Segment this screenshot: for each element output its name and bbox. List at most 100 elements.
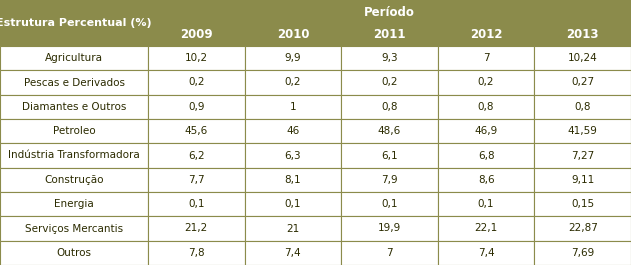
Text: 1: 1 [290,102,296,112]
Text: 2012: 2012 [470,29,502,42]
Text: 6,1: 6,1 [381,151,398,161]
Text: 7,4: 7,4 [478,248,495,258]
Text: 0,15: 0,15 [571,199,594,209]
Text: 10,2: 10,2 [185,53,208,63]
Text: 0,2: 0,2 [381,77,398,87]
Text: 45,6: 45,6 [185,126,208,136]
Text: 7,9: 7,9 [381,175,398,185]
Bar [534,241,631,265]
Text: 22,87: 22,87 [568,223,598,233]
Bar [148,70,245,95]
Text: Pescas e Derivados: Pescas e Derivados [23,77,124,87]
Bar [438,192,534,216]
Text: 46,9: 46,9 [475,126,498,136]
Text: 0,8: 0,8 [381,102,398,112]
Bar [0,192,148,216]
Text: Período: Período [364,6,415,19]
Bar [341,46,438,70]
Text: 8,6: 8,6 [478,175,495,185]
Bar [0,46,148,70]
Text: 0,9: 0,9 [188,102,204,112]
Bar [148,168,245,192]
Bar [0,70,148,95]
Text: Energia: Energia [54,199,94,209]
Bar [341,119,438,143]
Bar [245,46,341,70]
Bar [148,46,245,70]
Text: 2013: 2013 [567,29,599,42]
Text: 0,1: 0,1 [478,199,494,209]
Bar [534,46,631,70]
Bar [148,216,245,241]
Bar [245,24,341,46]
Bar [438,216,534,241]
Bar [245,241,341,265]
Text: 7,7: 7,7 [188,175,204,185]
Text: Indústria Transformadora: Indústria Transformadora [8,151,140,161]
Text: 2009: 2009 [180,29,213,42]
Text: 7: 7 [483,53,490,63]
Bar [341,95,438,119]
Bar [341,143,438,168]
Bar [438,241,534,265]
Text: 0,1: 0,1 [285,199,301,209]
Text: 10,24: 10,24 [568,53,598,63]
Bar [245,95,341,119]
Text: 0,27: 0,27 [571,77,594,87]
Text: 6,3: 6,3 [285,151,301,161]
Text: 7: 7 [386,248,393,258]
Text: 0,2: 0,2 [188,77,204,87]
Bar [0,168,148,192]
Bar [341,70,438,95]
Bar [341,192,438,216]
Bar [438,95,534,119]
Text: Serviços Mercantis: Serviços Mercantis [25,223,123,233]
Bar [0,0,148,46]
Text: 0,2: 0,2 [285,77,301,87]
Bar [0,95,148,119]
Bar [245,143,341,168]
Text: 7,69: 7,69 [571,248,594,258]
Text: Petroleo: Petroleo [52,126,95,136]
Text: 21: 21 [286,223,300,233]
Bar [534,192,631,216]
Bar [148,143,245,168]
Text: 22,1: 22,1 [475,223,498,233]
Text: 46: 46 [286,126,300,136]
Bar [148,24,245,46]
Text: 6,8: 6,8 [478,151,495,161]
Text: 9,9: 9,9 [285,53,301,63]
Bar [148,119,245,143]
Bar [438,46,534,70]
Text: 0,8: 0,8 [478,102,494,112]
Bar [245,168,341,192]
Bar [534,70,631,95]
Bar [534,216,631,241]
Text: Agricultura: Agricultura [45,53,103,63]
Text: 7,4: 7,4 [285,248,301,258]
Text: 2011: 2011 [374,29,406,42]
Text: 0,8: 0,8 [574,102,591,112]
Text: 19,9: 19,9 [378,223,401,233]
Bar [0,241,148,265]
Text: 9,3: 9,3 [381,53,398,63]
Bar [0,216,148,241]
Text: 0,2: 0,2 [478,77,494,87]
Bar [245,216,341,241]
Bar [148,95,245,119]
Bar [438,24,534,46]
Text: 6,2: 6,2 [188,151,204,161]
Bar [148,241,245,265]
Bar [245,70,341,95]
Text: 8,1: 8,1 [285,175,301,185]
Text: 0,1: 0,1 [381,199,398,209]
Bar [341,216,438,241]
Bar [438,143,534,168]
Text: Outros: Outros [57,248,91,258]
Text: 7,27: 7,27 [571,151,594,161]
Text: 9,11: 9,11 [571,175,594,185]
Bar [534,168,631,192]
Text: 48,6: 48,6 [378,126,401,136]
Text: 21,2: 21,2 [185,223,208,233]
Bar [438,70,534,95]
